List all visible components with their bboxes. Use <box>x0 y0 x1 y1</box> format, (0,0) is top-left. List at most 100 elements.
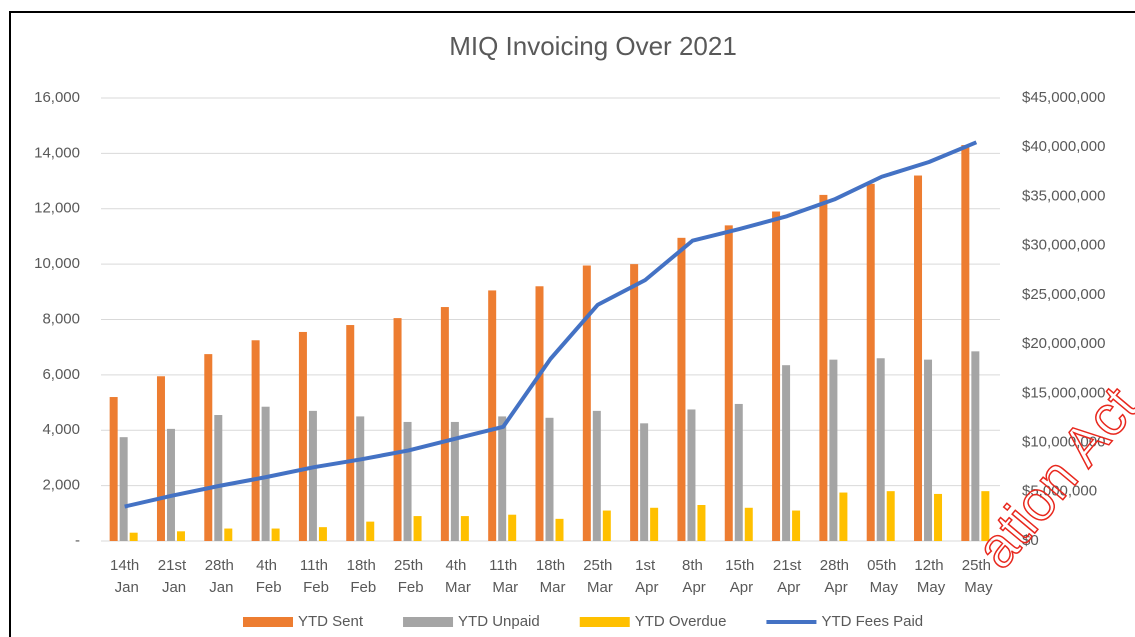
bar <box>782 365 791 541</box>
bar <box>886 491 895 541</box>
bar <box>981 491 990 541</box>
bar <box>829 359 838 541</box>
y-tick-label: - <box>75 532 80 549</box>
bar <box>129 532 138 541</box>
bar <box>839 492 848 541</box>
y2-tick-label: $40,000,000 <box>1022 138 1105 155</box>
y-tick-label: 16,000 <box>34 89 80 106</box>
y-tick-label: 6,000 <box>42 366 80 383</box>
legend-swatch <box>579 617 630 627</box>
bar <box>176 531 185 541</box>
bar <box>271 528 280 541</box>
x-tick-label: 15th Apr <box>725 557 754 596</box>
bar <box>914 175 923 541</box>
bar <box>555 518 564 541</box>
x-tick-label: 1st Apr <box>632 557 659 596</box>
bar <box>308 410 317 541</box>
x-tick-label: 12th May <box>913 557 946 596</box>
bar <box>876 358 885 541</box>
bar <box>592 410 601 541</box>
y2-tick-label: $10,000,000 <box>1022 434 1105 451</box>
bar <box>924 359 933 541</box>
y-tick-label: 12,000 <box>34 200 80 217</box>
bar <box>961 145 970 541</box>
bar <box>366 521 375 541</box>
legend-swatch <box>243 617 293 627</box>
bar <box>119 437 128 541</box>
y-tick-label: 14,000 <box>34 144 80 161</box>
bar <box>508 514 517 541</box>
bar <box>393 318 402 541</box>
y-tick-label: 10,000 <box>34 255 80 272</box>
x-tick-label: 25th May <box>960 557 993 596</box>
bar <box>697 505 706 541</box>
bar <box>403 421 412 541</box>
bar <box>677 237 686 541</box>
bar <box>318 527 327 541</box>
x-tick-label: 28th Jan <box>205 557 234 596</box>
legend-label: YTD Unpaid <box>458 613 540 630</box>
bar <box>156 376 165 541</box>
legend-swatch <box>403 617 454 627</box>
y2-tick-label: $30,000,000 <box>1022 237 1105 254</box>
x-tick-label: 4th Mar <box>441 557 471 596</box>
bar <box>650 507 659 541</box>
chart-frame <box>9 11 1135 637</box>
y2-tick-label: $35,000,000 <box>1022 187 1105 204</box>
x-tick-label: 18th Mar <box>536 557 566 596</box>
bar <box>602 510 611 541</box>
bar <box>224 528 233 541</box>
bar <box>498 416 507 541</box>
bar <box>545 417 554 541</box>
y2-tick-label: $15,000,000 <box>1022 384 1105 401</box>
x-tick-label: 18th Feb <box>346 557 376 596</box>
x-tick-label: 11th Mar <box>488 557 518 596</box>
bar <box>251 340 260 541</box>
x-tick-label: 25th Feb <box>394 557 424 596</box>
chart-title: MIQ Invoicing Over 2021 <box>449 31 737 61</box>
bar <box>582 265 591 541</box>
y2-tick-label: $25,000,000 <box>1022 286 1105 303</box>
bar <box>819 194 828 541</box>
bar <box>724 225 733 542</box>
legend-label: YTD Sent <box>298 613 364 630</box>
bar <box>166 428 175 541</box>
bar <box>934 493 943 541</box>
bar <box>298 331 307 541</box>
bar <box>630 264 639 541</box>
bar <box>261 406 270 541</box>
watermark: ation Act <box>963 374 1135 579</box>
legend-label: YTD Overdue <box>635 613 727 630</box>
bar <box>744 507 753 541</box>
y2-tick-label: $45,000,000 <box>1022 89 1105 106</box>
y2-tick-label: $0 <box>1022 532 1039 549</box>
bar <box>440 307 449 541</box>
bar <box>772 211 781 542</box>
bar <box>214 415 223 541</box>
bar <box>792 510 801 541</box>
y-tick-label: 8,000 <box>42 310 80 327</box>
y2-tick-label: $5,000,000 <box>1022 483 1097 500</box>
x-tick-label: 25th Mar <box>583 557 613 596</box>
bar <box>640 423 649 541</box>
x-tick-label: 21st Apr <box>773 557 802 596</box>
x-tick-label: 8th Apr <box>679 557 706 596</box>
bar <box>734 403 743 541</box>
bar <box>460 516 469 541</box>
y-tick-label: 2,000 <box>42 477 80 494</box>
x-tick-label: 4th Feb <box>252 557 282 596</box>
y2-tick-label: $20,000,000 <box>1022 335 1105 352</box>
bar <box>346 325 355 541</box>
x-tick-label: 21st Jan <box>158 557 187 596</box>
bar <box>866 183 875 542</box>
line-series <box>124 140 978 509</box>
x-tick-label: 11th Feb <box>299 557 329 596</box>
bar <box>109 397 118 541</box>
bar <box>687 409 696 541</box>
legend-label: YTD Fees Paid <box>821 613 923 630</box>
x-tick-label: 05th May <box>865 557 898 596</box>
bar <box>488 290 497 541</box>
bar <box>535 286 544 541</box>
bar <box>356 416 365 541</box>
